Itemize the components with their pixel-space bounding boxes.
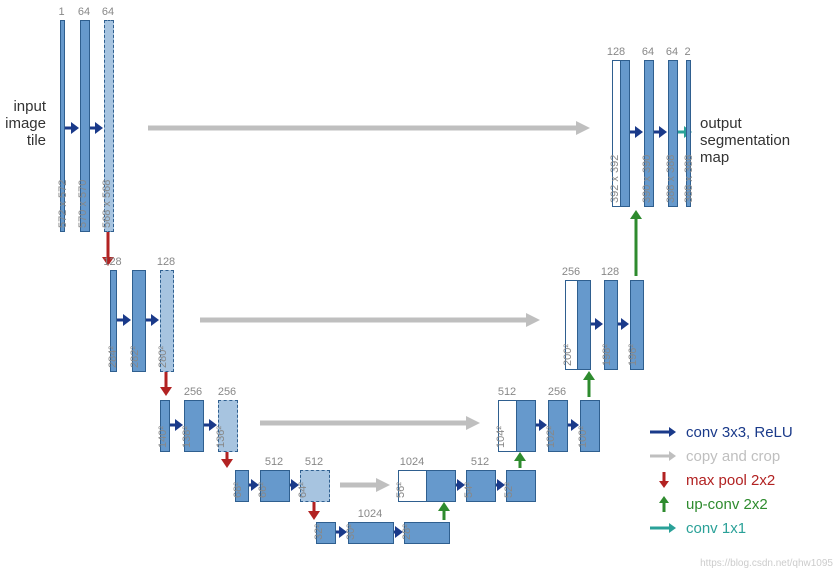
legend: conv 3x3, ReLU copy and crop max pool 2x2 u… [648, 420, 793, 540]
size-label: 102² [545, 426, 557, 448]
channels-label: 1024 [400, 456, 424, 468]
channels-label: 64 [666, 46, 678, 58]
size-label: 54² [463, 482, 475, 498]
size-label: 52² [503, 482, 515, 498]
channels-label: 256 [548, 386, 566, 398]
channels-label: 512 [471, 456, 489, 468]
legend-conv: conv 3x3, ReLU [648, 420, 793, 444]
channels-label: 128 [157, 256, 175, 268]
legend-label: max pool 2x2 [686, 472, 775, 489]
input-caption: inputimagetile [0, 98, 46, 149]
legend-pool: max pool 2x2 [648, 468, 793, 492]
size-label: 138² [181, 426, 193, 448]
size-label: 104² [495, 426, 507, 448]
size-label: 56² [395, 482, 407, 498]
size-label: 388 x 388 [665, 155, 677, 203]
size-label: 30² [345, 524, 357, 540]
channels-label: 512 [498, 386, 516, 398]
size-label: 68² [232, 482, 244, 498]
channels-label: 1024 [358, 508, 382, 520]
channels-label: 512 [305, 456, 323, 468]
size-label: 568 x 568 [101, 180, 113, 228]
channels-label: 256 [562, 266, 580, 278]
size-label: 198² [601, 344, 613, 366]
channels-label: 1 [58, 6, 64, 18]
channels-label: 256 [184, 386, 202, 398]
size-label: 136² [215, 426, 227, 448]
channels-label: 128 [103, 256, 121, 268]
size-label: 280² [157, 346, 169, 368]
block-d2a [516, 400, 536, 452]
legend-up: up-conv 2x2 [648, 492, 793, 516]
legend-copy: copy and crop [648, 444, 793, 468]
legend-label: conv 1x1 [686, 520, 746, 537]
size-label: 388 x 388 [683, 155, 695, 203]
channels-label: 2 [684, 46, 690, 58]
size-label: 390 x 390 [641, 155, 653, 203]
size-label: 66² [257, 482, 269, 498]
block-d1a [577, 280, 591, 370]
size-label: 284² [107, 346, 119, 368]
legend-label: conv 3x3, ReLU [686, 424, 793, 441]
legend-label: up-conv 2x2 [686, 496, 768, 513]
channels-label: 128 [607, 46, 625, 58]
watermark: https://blog.csdn.net/qhw1095 [700, 558, 833, 569]
block-d0a [620, 60, 630, 207]
channels-label: 64 [102, 6, 114, 18]
block-d3a [426, 470, 456, 502]
size-label: 196² [627, 344, 639, 366]
size-label: 140² [157, 426, 169, 448]
channels-label: 256 [218, 386, 236, 398]
channels-label: 512 [265, 456, 283, 468]
size-label: 282² [129, 346, 141, 368]
size-label: 100² [577, 426, 589, 448]
size-label: 32² [313, 524, 325, 540]
size-label: 200² [562, 344, 574, 366]
size-label: 28² [401, 524, 413, 540]
channels-label: 64 [642, 46, 654, 58]
size-label: 570 x 570 [77, 180, 89, 228]
channels-label: 64 [78, 6, 90, 18]
legend-label: copy and crop [686, 448, 780, 465]
channels-label: 128 [601, 266, 619, 278]
unet-diagram: inputimagetile outputsegmentationmap con… [0, 0, 837, 571]
legend-conv11: conv 1x1 [648, 516, 793, 540]
size-label: 572 x 572 [57, 180, 69, 228]
output-caption: outputsegmentationmap [700, 115, 830, 166]
size-label: 64² [297, 482, 309, 498]
